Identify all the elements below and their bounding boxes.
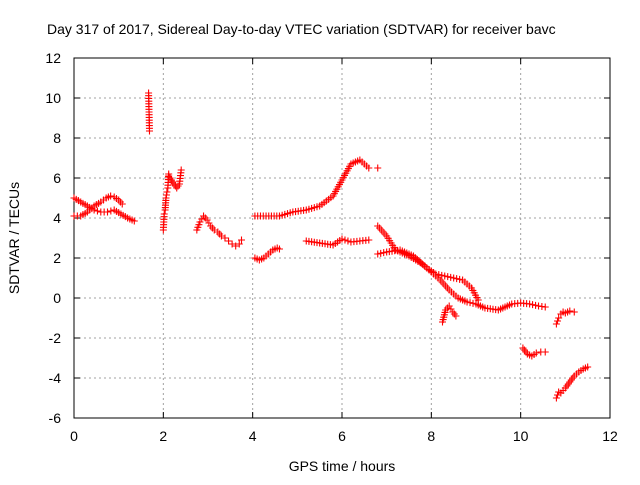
- y-tick-label: 12: [45, 50, 61, 66]
- x-tick-label: 10: [513, 428, 529, 444]
- y-tick-label: -4: [49, 370, 62, 386]
- data-point: [238, 236, 245, 244]
- data-point: [160, 210, 168, 218]
- x-tick-label: 12: [602, 428, 618, 444]
- data-point: [210, 226, 218, 234]
- data-point: [532, 349, 540, 357]
- data-points: [70, 89, 592, 402]
- x-tick-label: 4: [249, 428, 257, 444]
- data-point-interpolated: [438, 271, 446, 279]
- data-point: [584, 363, 592, 371]
- data-point: [555, 314, 563, 322]
- data-point: [145, 127, 153, 135]
- data-point: [570, 308, 578, 316]
- y-tick-label: 4: [53, 210, 61, 226]
- data-point-interpolated: [341, 236, 349, 244]
- data-point: [107, 192, 115, 200]
- data-point: [221, 234, 229, 242]
- data-point-interpolated: [466, 299, 474, 307]
- data-point: [217, 232, 225, 240]
- data-point: [474, 296, 482, 304]
- data-point: [225, 237, 233, 245]
- data-point: [452, 312, 460, 320]
- data-point-interpolated: [377, 249, 385, 257]
- data-point-interpolated: [554, 317, 562, 325]
- data-point: [432, 270, 440, 278]
- data-point: [104, 208, 111, 216]
- data-point-interpolated: [435, 271, 443, 279]
- data-point: [118, 200, 126, 208]
- x-tick-label: 0: [70, 428, 78, 444]
- data-point-interpolated: [453, 275, 461, 283]
- y-tick-label: 0: [53, 290, 61, 306]
- grid: [74, 58, 610, 418]
- data-point: [338, 235, 346, 243]
- data-point-interpolated: [469, 299, 477, 307]
- y-tick-label: 8: [53, 130, 61, 146]
- chart-title: Day 317 of 2017, Sidereal Day-to-day VTE…: [47, 21, 556, 37]
- data-point: [541, 348, 549, 356]
- data-point-interpolated: [447, 273, 455, 281]
- y-tick-label: 6: [53, 170, 61, 186]
- y-tick-label: -6: [49, 410, 62, 426]
- data-point-interpolated: [529, 301, 537, 309]
- data-point: [232, 242, 240, 250]
- data-point: [235, 240, 243, 248]
- data-point: [526, 300, 534, 308]
- data-point: [275, 245, 283, 253]
- x-tick-label: 2: [159, 428, 167, 444]
- data-point: [552, 320, 560, 328]
- data-point: [450, 274, 458, 282]
- x-axis-label: GPS time / hours: [289, 458, 396, 474]
- data-point: [365, 236, 373, 244]
- data-point-interpolated: [444, 273, 452, 281]
- data-point: [228, 240, 236, 248]
- data-point-interpolated: [93, 207, 101, 215]
- y-tick-label: 10: [45, 90, 61, 106]
- data-point: [441, 272, 449, 280]
- data-point-interpolated: [344, 237, 352, 245]
- axis-ticks: 0 2 4 6 8 10 12 -6 -4 -2 0 2 4 6 8 10 12: [45, 50, 618, 444]
- x-tick-label: 8: [427, 428, 435, 444]
- data-point: [552, 394, 560, 402]
- x-tick-label: 6: [338, 428, 346, 444]
- y-axis-label: SDTVAR / TECUs: [6, 182, 22, 294]
- data-point: [541, 303, 549, 311]
- y-tick-label: -2: [49, 330, 62, 346]
- data-point: [374, 250, 382, 258]
- data-point: [163, 188, 171, 196]
- data-point: [130, 217, 138, 225]
- data-point: [566, 307, 574, 315]
- y-tick-label: 2: [53, 250, 61, 266]
- data-point: [177, 166, 185, 174]
- data-point: [463, 298, 471, 306]
- data-point-interpolated: [380, 249, 388, 257]
- data-point: [374, 164, 382, 172]
- data-point-interpolated: [532, 301, 540, 309]
- data-point-interpolated: [456, 275, 464, 283]
- data-point: [365, 164, 373, 172]
